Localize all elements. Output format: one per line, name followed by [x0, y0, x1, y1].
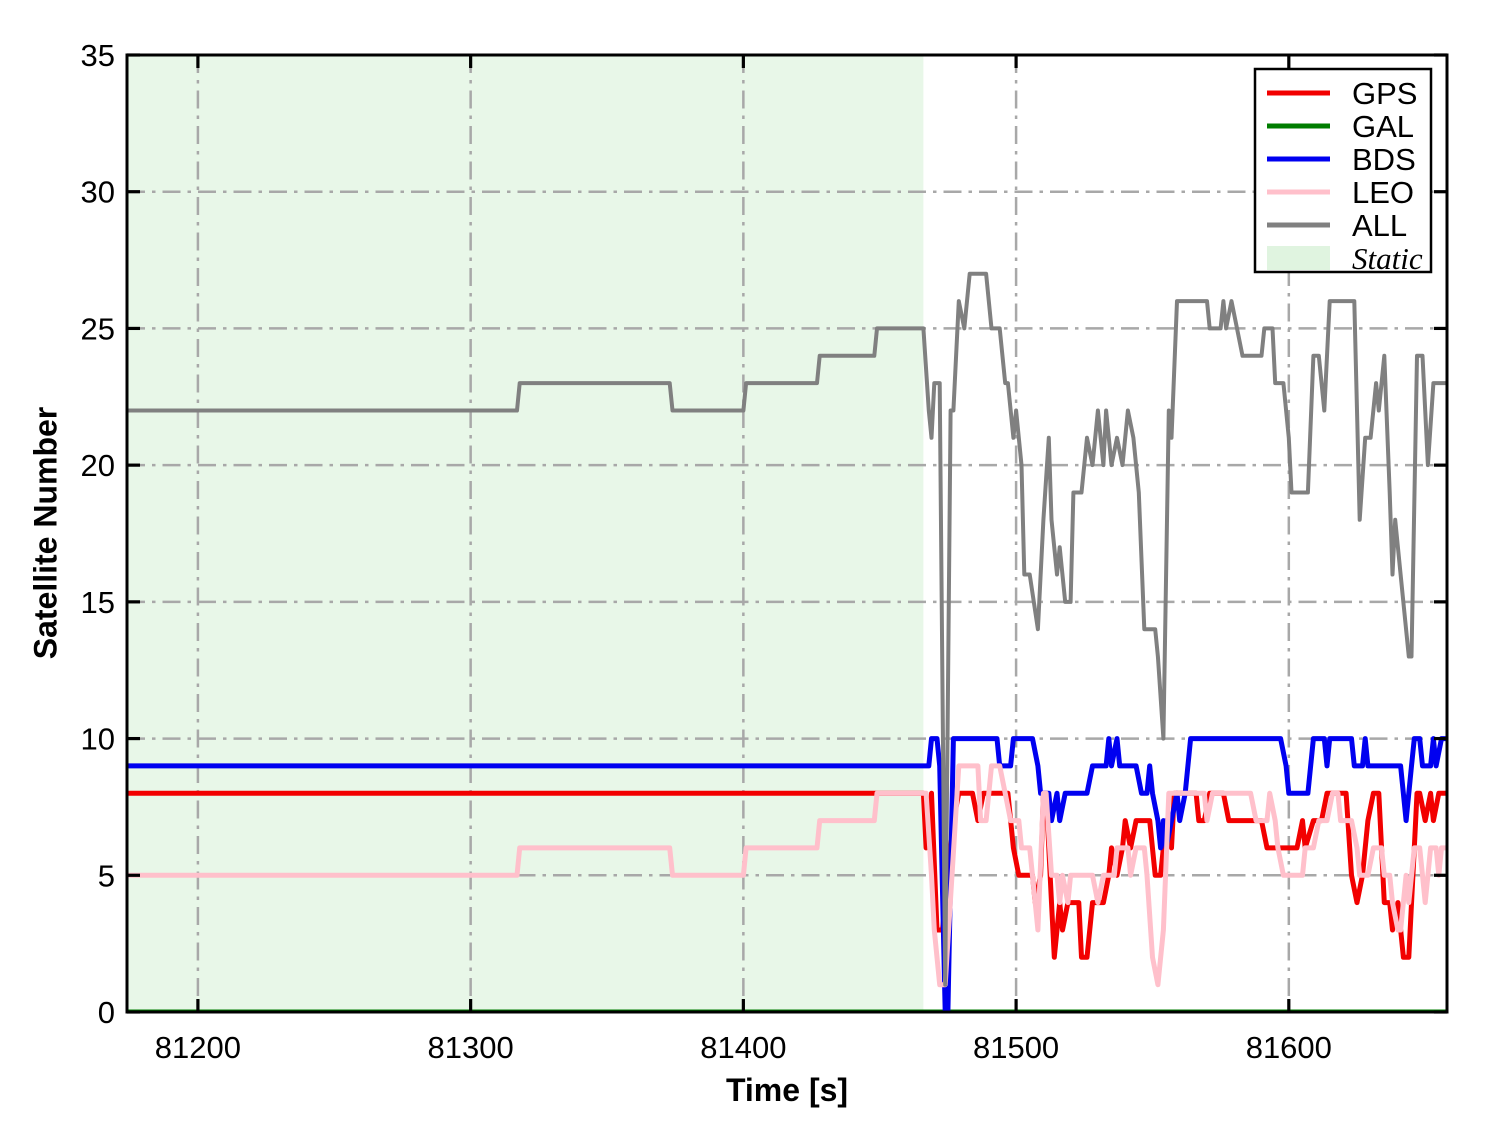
y-tick-label: 10: [81, 722, 115, 757]
x-tick-label: 81400: [700, 1030, 786, 1065]
y-tick-label: 25: [81, 311, 115, 346]
y-tick-label: 0: [98, 995, 115, 1030]
legend-label-bds: BDS: [1352, 142, 1416, 177]
legend-label-all: ALL: [1352, 208, 1407, 243]
series-line-gps: [127, 790, 1447, 960]
legend-box: [1253, 67, 1433, 274]
x-tick-label: 81300: [428, 1030, 514, 1065]
x-axis-label: Time [s]: [725, 1072, 849, 1108]
y-tick-label: 35: [81, 38, 115, 73]
legend-label-static: Static: [1352, 241, 1423, 276]
static-region-shading: [127, 55, 924, 1012]
series-line-all: [127, 271, 1447, 987]
plot-border: [125, 53, 1449, 1014]
y-tick-label: 5: [98, 858, 115, 893]
x-tick-label: 81600: [1246, 1030, 1332, 1065]
x-tick-label: 81500: [973, 1030, 1059, 1065]
legend-label-leo: LEO: [1352, 175, 1414, 210]
legend-label-gps: GPS: [1352, 76, 1417, 111]
y-axis-label: Satellite Number: [27, 406, 64, 660]
series-line-bds: [127, 736, 1447, 1012]
y-tick-label: 30: [81, 175, 115, 210]
y-tick-label: 15: [81, 585, 115, 620]
legend-label-gal: GAL: [1352, 109, 1414, 144]
x-tick-label: 81200: [155, 1030, 241, 1065]
y-tick-label: 20: [81, 448, 115, 483]
legend-swatch-static: [1267, 246, 1330, 270]
